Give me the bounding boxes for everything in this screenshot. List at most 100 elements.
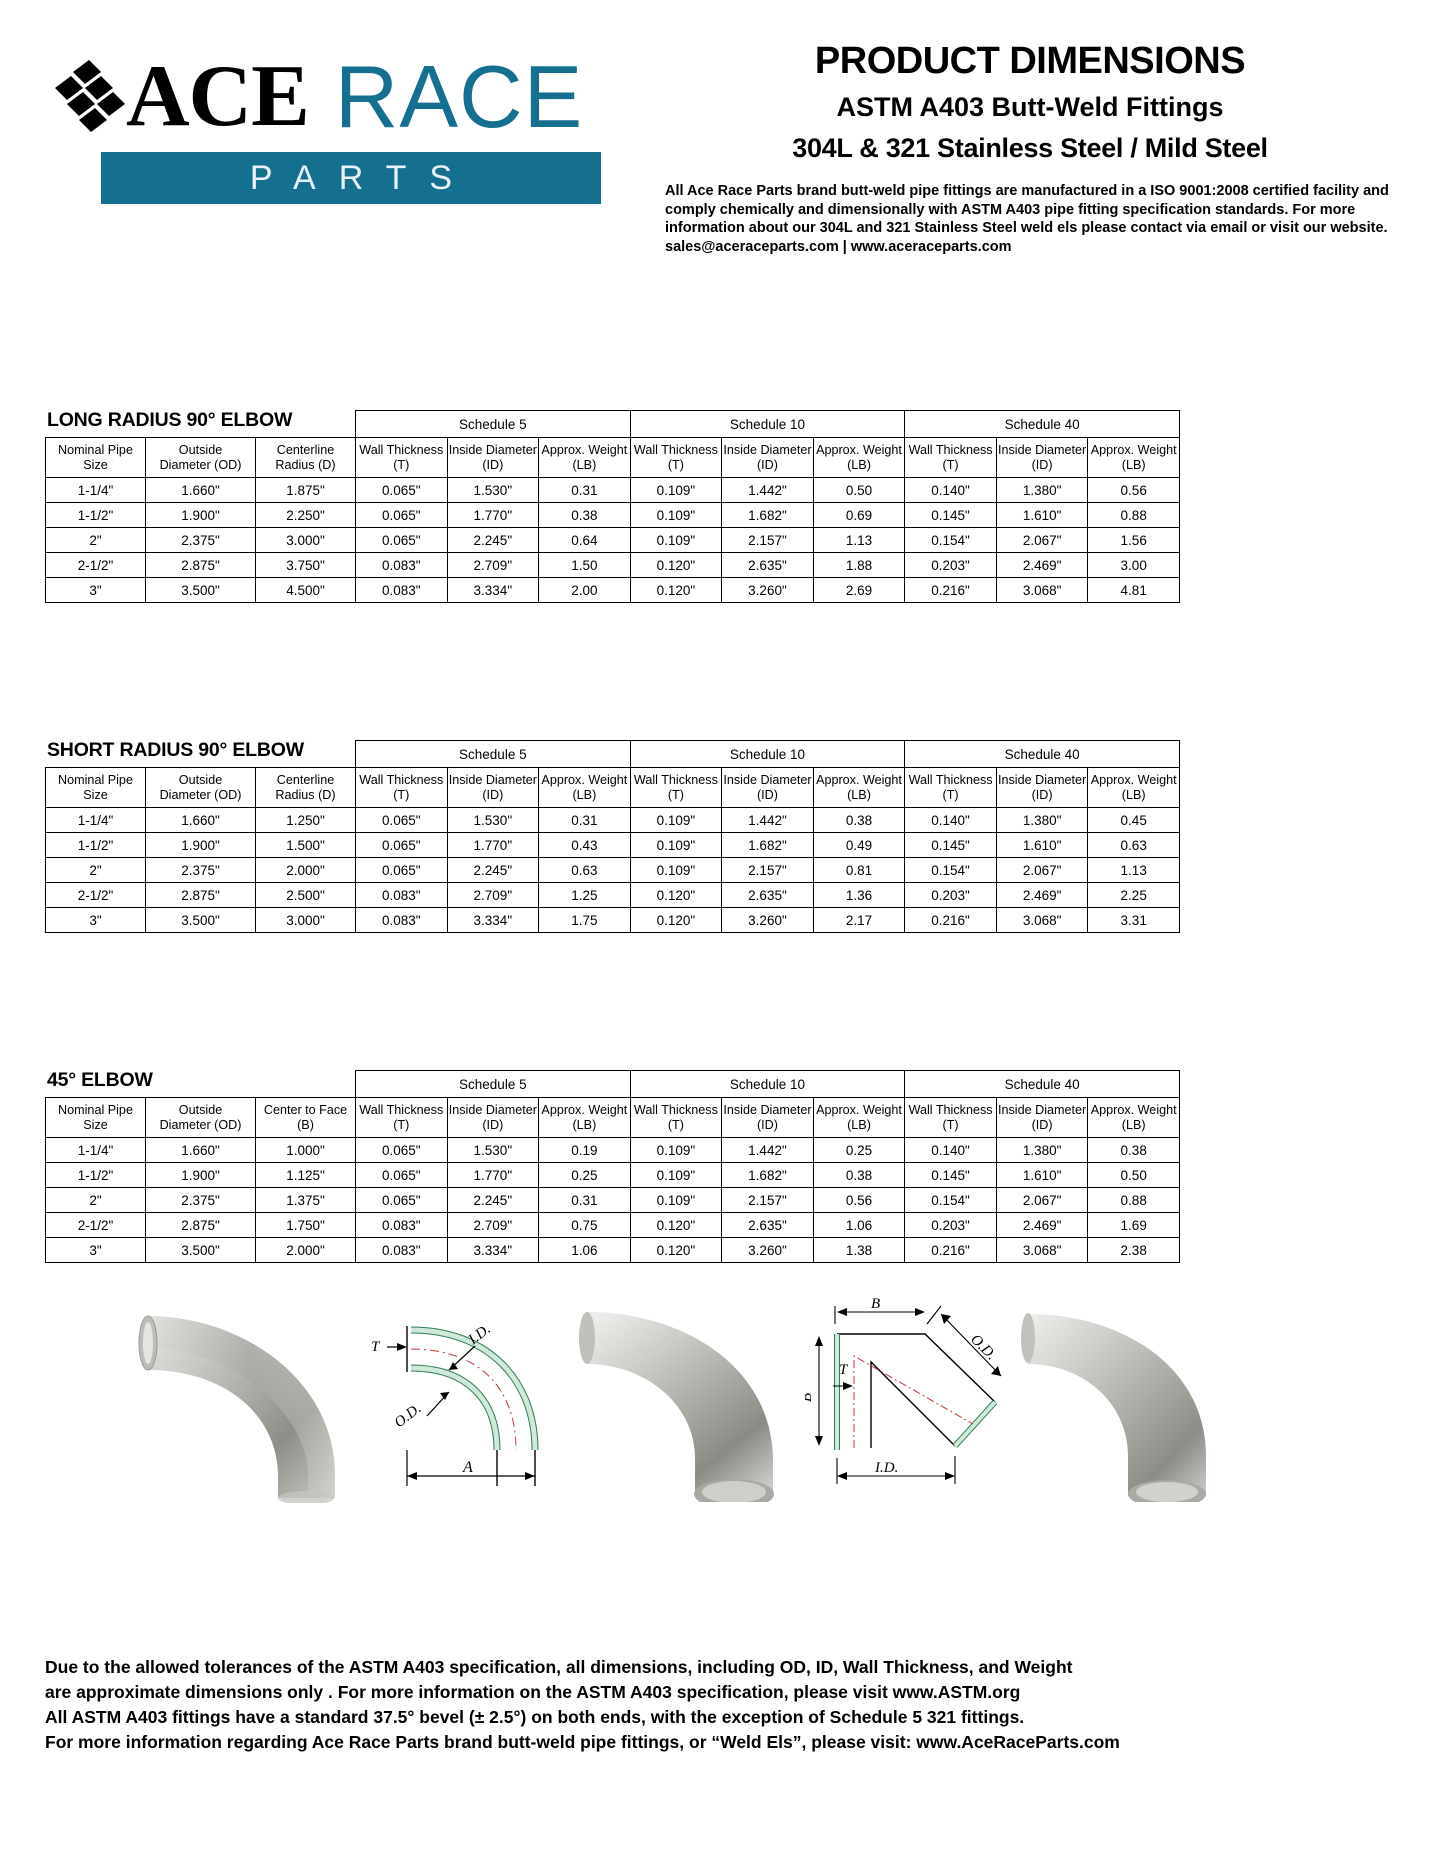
- label-ID-45: I.D.: [874, 1460, 898, 1476]
- label-OD-45: O.D.: [967, 1332, 999, 1364]
- table-cell: 1.682": [721, 1162, 814, 1188]
- table-cell: 0.120": [629, 552, 723, 578]
- table-cell: 3.068": [995, 577, 1089, 603]
- column-header: Centerline Radius (D): [255, 767, 356, 808]
- table-cell: 0.065": [355, 1187, 448, 1213]
- brand-logo: ACE RACE PARTS: [45, 30, 645, 256]
- photo-45-elbow: [1021, 1313, 1206, 1502]
- column-header: Approx. Weight (LB): [1087, 1097, 1180, 1138]
- table-cell: 1-1/4": [45, 1137, 146, 1163]
- schedule-header: Schedule 40: [904, 1070, 1180, 1098]
- table-cell: 1.750": [255, 1212, 356, 1238]
- column-header: Wall Thickness (T): [355, 767, 448, 808]
- column-header: Approx. Weight (LB): [812, 767, 906, 808]
- table-cell: 4.500": [255, 577, 356, 603]
- table-cell: 0.083": [355, 577, 448, 603]
- table-cell: 1.25: [538, 882, 631, 908]
- table-cell: 0.145": [904, 832, 997, 858]
- logo-race-text: RACE: [334, 47, 584, 146]
- label-B-left: B: [805, 1393, 815, 1402]
- table-cell: 2": [45, 1187, 146, 1213]
- table-cell: 0.083": [355, 882, 448, 908]
- schedule-header: Schedule 10: [629, 410, 906, 438]
- table-cell: 2.635": [721, 882, 814, 908]
- table-cell: 0.25: [812, 1137, 906, 1163]
- column-header: Centerline Radius (D): [255, 437, 356, 478]
- table-cell: 3.334": [446, 1237, 540, 1263]
- column-header: Approx. Weight (LB): [538, 437, 631, 478]
- table-cell: 2.469": [995, 1212, 1089, 1238]
- table-cell: 0.25: [538, 1162, 631, 1188]
- table-cell: 0.154": [904, 1187, 997, 1213]
- page-subtitle-1: ASTM A403 Butt-Weld Fittings: [836, 92, 1224, 122]
- table-cell: 2.17: [812, 907, 906, 933]
- table-cell: 1.38: [812, 1237, 906, 1263]
- table-cell: 3.334": [446, 577, 540, 603]
- column-header: Inside Diameter (ID): [446, 1097, 540, 1138]
- label-B-top: B: [871, 1298, 880, 1312]
- photo-long-radius-elbow: [138, 1315, 335, 1503]
- table-cell: 1.660": [145, 477, 256, 503]
- column-header: Wall Thickness (T): [904, 767, 997, 808]
- table-row: 1-1/4" 1.660" 1.000" 0.065" 1.530" 0.19 0.109"…: [45, 1137, 1180, 1163]
- column-header: Inside Diameter (ID): [995, 1097, 1089, 1138]
- table-cell: 0.63: [538, 857, 631, 883]
- logo-ace-text: ACE: [126, 48, 310, 145]
- table-cell: 0.31: [538, 1187, 631, 1213]
- table-cell: 0.065": [355, 502, 448, 528]
- table-cell: 0.203": [904, 1212, 997, 1238]
- table-cell: 0.065": [355, 857, 448, 883]
- schedule-header: Schedule 10: [629, 1070, 906, 1098]
- table-cell: 3.068": [995, 1237, 1089, 1263]
- table-cell: 1.000": [255, 1137, 356, 1163]
- table-cell: 0.43: [538, 832, 631, 858]
- table-cell: 1.770": [446, 1162, 540, 1188]
- column-header: Inside Diameter (ID): [995, 437, 1089, 478]
- table-cell: 2.38: [1087, 1237, 1180, 1263]
- table-cell: 1.13: [1087, 857, 1180, 883]
- table-cell: 0.120": [629, 907, 723, 933]
- table-cell: 1.900": [145, 502, 256, 528]
- column-header: Approx. Weight (LB): [1087, 437, 1180, 478]
- table-cell: 1.660": [145, 1137, 256, 1163]
- table-cell: 0.109": [629, 832, 723, 858]
- table-row: 2-1/2" 2.875" 2.500" 0.083" 2.709" 1.25 0.120"…: [45, 882, 1180, 908]
- table-cell: 0.88: [1087, 502, 1180, 528]
- table-cell: 2.709": [446, 1212, 540, 1238]
- table-cell: 2": [45, 527, 146, 553]
- table-cell: 2.709": [446, 552, 540, 578]
- table-cell: 0.56: [812, 1187, 906, 1213]
- table-cell: 0.69: [812, 502, 906, 528]
- table-cell: 3": [45, 907, 146, 933]
- table-cell: 1.770": [446, 832, 540, 858]
- label-T-45: T: [839, 1362, 849, 1378]
- table-cell: 0.065": [355, 527, 448, 553]
- table-cell: 1.125": [255, 1162, 356, 1188]
- table-cell: 0.75: [538, 1212, 631, 1238]
- table-cell: 1.380": [995, 807, 1089, 833]
- column-header: Wall Thickness (T): [355, 1097, 448, 1138]
- table-cell: 2.635": [721, 552, 814, 578]
- column-header: Approx. Weight (LB): [1087, 767, 1180, 808]
- table-cell: 2-1/2": [45, 882, 146, 908]
- footer-line-1: Due to the allowed tolerances of the AST…: [45, 1657, 1073, 1677]
- column-header: Inside Diameter (ID): [446, 437, 540, 478]
- schedule-header: Schedule 5: [355, 1070, 631, 1098]
- table-cell: 1.682": [721, 832, 814, 858]
- photo-short-radius-elbow: [579, 1312, 774, 1502]
- table-title: 45° ELBOW: [47, 1069, 153, 1091]
- table-cell: 0.120": [629, 882, 723, 908]
- table-long-radius-90-elbow: LONG RADIUS 90° ELBOW Schedule 5 Schedule …: [45, 409, 1180, 603]
- table-cell: 2.157": [721, 527, 814, 553]
- table-cell: 2.245": [446, 527, 540, 553]
- spacer-cell: [146, 1071, 256, 1098]
- column-header: Inside Diameter (ID): [721, 437, 814, 478]
- table-cell: 0.38: [538, 502, 631, 528]
- table-cell: 1.50: [538, 552, 631, 578]
- table-cell: 2.157": [721, 1187, 814, 1213]
- table-cell: 2.157": [721, 857, 814, 883]
- table-cell: 0.216": [904, 907, 997, 933]
- table-cell: 1-1/4": [45, 477, 146, 503]
- table-cell: 0.109": [629, 857, 723, 883]
- column-header: Outside Diameter (OD): [145, 1097, 256, 1138]
